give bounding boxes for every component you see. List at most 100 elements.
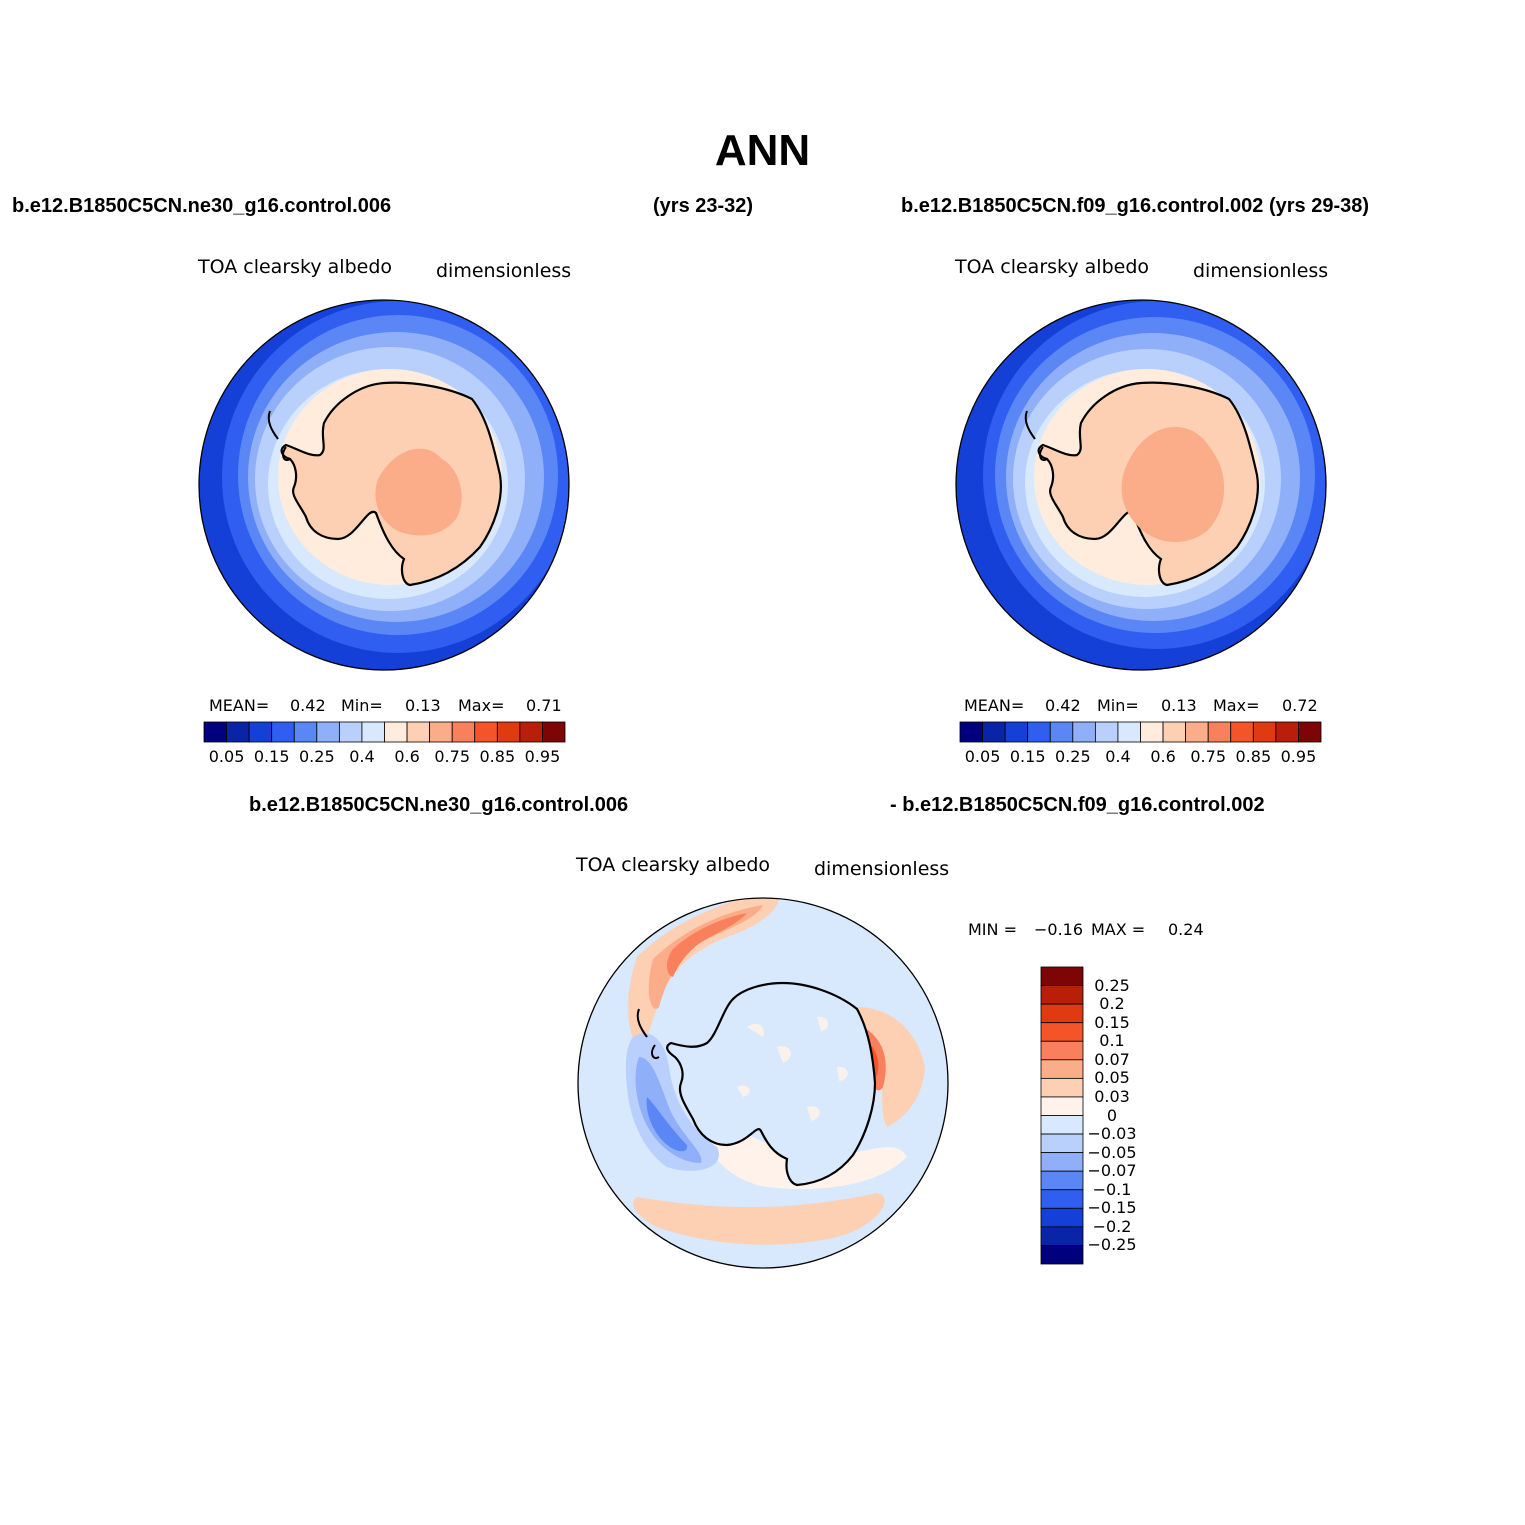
panel2-colorbar-box <box>1230 721 1254 743</box>
panel2-colorbar-box <box>1094 721 1119 743</box>
panel2-colorbar-tick-label: 0.75 <box>1190 747 1226 766</box>
panel1-colorbar-tick-label: 0.75 <box>434 747 470 766</box>
panel1-colorbar-tick-label: 0.05 <box>208 747 245 766</box>
panel3-colorbar-tick-label: −0.05 <box>1087 1142 1137 1162</box>
panel3-colorbar-tick-label: 0.25 <box>1094 975 1130 995</box>
panel1-variable: TOA clearsky albedo <box>198 256 392 278</box>
panel3-colorbar-box <box>1040 1189 1084 1209</box>
panel2-colorbar-tick-label: 0.05 <box>964 747 1001 766</box>
panel1-mean-label: MEAN= <box>209 696 270 715</box>
panel3-colorbar-tick-label: 0 <box>1106 1105 1118 1125</box>
panel2-colorbar-box <box>959 721 983 743</box>
panel2-colorbar <box>959 721 1322 743</box>
main-title: ANN <box>714 126 811 175</box>
panel3-colorbar-tick-label: −0.25 <box>1087 1235 1137 1255</box>
panel3-colorbar-box <box>1040 1170 1084 1191</box>
panel2-colorbar-box <box>1275 721 1299 743</box>
panel2-variable: TOA clearsky albedo <box>955 256 1149 278</box>
panel3-colorbar-box <box>1040 1133 1084 1154</box>
panel2-colorbar-tick-label: 0.6 <box>1150 747 1176 766</box>
panel1-units: dimensionless <box>436 260 572 282</box>
panel3-max: 0.24 <box>1168 920 1204 939</box>
panel1-colorbar-tick-label: 0.25 <box>299 747 335 766</box>
panel3-colorbar-tick-label: −0.2 <box>1092 1216 1132 1236</box>
panel1-colorbar-box <box>248 721 273 743</box>
panel1-colorbar-tick-label: 0.15 <box>253 747 290 766</box>
panel2-mean: 0.42 <box>1045 696 1081 715</box>
panel2-colorbar-box <box>1004 721 1029 743</box>
panel2-colorbar-tick-label: 0.15 <box>1009 747 1046 766</box>
panel2-colorbar-box <box>1185 721 1209 743</box>
panel3-colorbar-tick-label: −0.03 <box>1087 1124 1137 1144</box>
panel3-colorbar-tick-label: 0.2 <box>1099 994 1125 1014</box>
panel3-colorbar-box <box>1040 1003 1084 1024</box>
diff-title-left: b.e12.B1850C5CN.ne30_g16.control.006 <box>249 794 629 816</box>
panel3-colorbar-box <box>1040 1245 1084 1265</box>
panel1-colorbar-box <box>384 721 408 743</box>
diff-title-right: - b.e12.B1850C5CN.f09_g16.control.002 <box>890 794 1265 816</box>
panel2-colorbar-box <box>1207 721 1232 743</box>
panel2-colorbar-tick-label: 0.4 <box>1105 747 1131 766</box>
panel2-colorbar-tick-label: 0.85 <box>1235 747 1272 766</box>
panel1-max-label: Max= <box>458 696 505 715</box>
panel1-colorbar-tick-label: 0.95 <box>524 747 561 766</box>
panel1-colorbar-box <box>496 721 521 743</box>
panel3-colorbar-box <box>1040 1022 1084 1042</box>
panel2-colorbar-box <box>1072 721 1096 743</box>
panel1-min: 0.13 <box>405 696 441 715</box>
panel1-colorbar-tick-label: 0.6 <box>394 747 420 766</box>
panel1-min-label: Min= <box>341 696 383 715</box>
panel3-colorbar-box <box>1040 1115 1084 1135</box>
panel1-colorbar-box <box>361 721 385 743</box>
panel2-colorbar-box <box>1027 721 1051 743</box>
panel3-colorbar-box <box>1040 1207 1084 1228</box>
panel3-colorbar-box <box>1040 1059 1084 1079</box>
panel3-colorbar-box <box>1040 1040 1084 1061</box>
panel1-colorbar-box <box>451 721 476 743</box>
panel3-colorbar-tick-label: 0.15 <box>1094 1012 1130 1032</box>
panel2-min-label: Min= <box>1097 696 1139 715</box>
panel3-units: dimensionless <box>814 858 950 880</box>
panel2-colorbar-box <box>1117 721 1141 743</box>
panel2-mean-label: MEAN= <box>964 696 1025 715</box>
panel3-colorbar-tick-label: −0.07 <box>1087 1161 1137 1181</box>
panel1-colorbar <box>203 721 566 743</box>
panel2-units: dimensionless <box>1193 260 1329 282</box>
panel1-colorbar-box <box>474 721 498 743</box>
panel2-colorbar-tick-label: 0.95 <box>1280 747 1317 766</box>
panel2-colorbar-box <box>982 721 1006 743</box>
panel3-difference-map <box>577 897 949 1269</box>
panel3-max-label: MAX = <box>1091 920 1146 939</box>
panel3-colorbar-box <box>1040 1096 1084 1116</box>
case1-title: b.e12.B1850C5CN.ne30_g16.control.006 <box>12 195 392 217</box>
panel1-max: 0.71 <box>526 696 562 715</box>
panel1-polar-map <box>198 299 570 671</box>
panel3-colorbar-box <box>1040 1226 1084 1246</box>
panel2-colorbar-box <box>1298 721 1322 743</box>
panel2-min: 0.13 <box>1161 696 1197 715</box>
panel3-min: −0.16 <box>1034 920 1084 939</box>
panel1-colorbar-tick-label: 0.4 <box>349 747 375 766</box>
panel1-colorbar-box <box>542 721 566 743</box>
panel2-colorbar-box <box>1252 721 1277 743</box>
panel2-max: 0.72 <box>1282 696 1318 715</box>
panel2-colorbar-tick-label: 0.25 <box>1055 747 1091 766</box>
case1-years: (yrs 23-32) <box>653 195 754 217</box>
panel3-colorbar-tick-label: 0.03 <box>1094 1086 1130 1106</box>
case2-title: b.e12.B1850C5CN.f09_g16.control.002 (yrs… <box>901 195 1370 217</box>
panel3-min-label: MIN = <box>968 920 1017 939</box>
panel2-colorbar-box <box>1049 721 1074 743</box>
panel3-colorbar <box>1040 966 1084 1265</box>
panel2-polar-map <box>955 299 1327 671</box>
panel3-colorbar-box <box>1040 1077 1084 1098</box>
panel3-colorbar-box <box>1040 985 1084 1005</box>
panel3-colorbar-box <box>1040 1152 1084 1172</box>
panel3-colorbar-tick-label: −0.15 <box>1087 1198 1137 1218</box>
panel3-colorbar-tick-label: 0.07 <box>1094 1049 1130 1069</box>
panel2-max-label: Max= <box>1213 696 1260 715</box>
panel3-colorbar-tick-label: 0.1 <box>1099 1031 1125 1051</box>
panel1-colorbar-box <box>271 721 295 743</box>
panel1-colorbar-box <box>519 721 543 743</box>
panel1-colorbar-box <box>316 721 340 743</box>
panel1-colorbar-box <box>406 721 431 743</box>
